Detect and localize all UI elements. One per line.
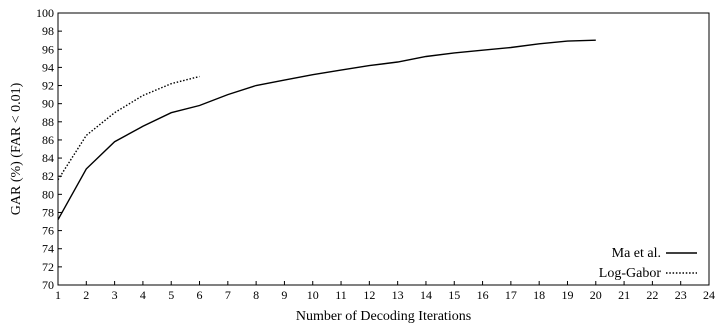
x-tick-label: 24 <box>703 288 715 302</box>
y-tick-label: 84 <box>42 151 54 165</box>
x-tick-label: 16 <box>477 288 489 302</box>
x-tick-label: 15 <box>448 288 460 302</box>
y-tick-label: 96 <box>42 42 54 56</box>
y-tick-label: 78 <box>42 205 54 219</box>
x-tick-label: 17 <box>505 288 517 302</box>
y-tick-label: 76 <box>42 224 54 238</box>
y-tick-label: 94 <box>42 60 54 74</box>
legend: Ma et al. Log-Gabor <box>599 246 697 281</box>
y-tick-label: 80 <box>42 187 54 201</box>
x-tick-label: 22 <box>646 288 658 302</box>
y-axis: 70 72 74 76 78 80 82 84 86 88 90 92 94 96 98 100 <box>36 6 62 292</box>
y-tick-label: 90 <box>42 97 54 111</box>
x-tick-label: 19 <box>561 288 573 302</box>
y-tick-label: 88 <box>42 115 54 129</box>
legend-label: Log-Gabor <box>599 266 662 281</box>
y-tick-label: 74 <box>42 242 54 256</box>
series-line-1 <box>57 75 200 181</box>
series-line-0 <box>57 39 596 221</box>
legend-label: Ma et al. <box>612 246 661 261</box>
x-tick-label: 6 <box>197 288 203 302</box>
x-tick-label: 11 <box>335 288 347 302</box>
x-tick-label: 3 <box>112 288 118 302</box>
x-tick-label: 10 <box>307 288 319 302</box>
x-tick-label: 14 <box>420 288 432 302</box>
x-tick-label: 1 <box>55 288 61 302</box>
x-tick-label: 23 <box>675 288 687 302</box>
x-tick-label: 21 <box>618 288 630 302</box>
y-axis-title: GAR (%) (FAR < 0.01) <box>9 82 24 215</box>
plot-area <box>57 12 710 286</box>
x-tick-label: 5 <box>168 288 174 302</box>
y-tick-label: 92 <box>42 79 54 93</box>
x-tick-label: 8 <box>253 288 259 302</box>
x-axis-title: Number of Decoding Iterations <box>296 309 471 324</box>
y-tick-label: 86 <box>42 133 54 147</box>
x-tick-label: 18 <box>533 288 545 302</box>
y-tick-label: 82 <box>42 169 54 183</box>
x-tick-label: 20 <box>590 288 602 302</box>
x-tick-label: 12 <box>363 288 375 302</box>
x-axis: 1 2 3 4 5 6 7 8 9 10 11 12 13 14 15 16 17 18 19 20 21 22 23 24 <box>55 281 715 302</box>
x-tick-label: 7 <box>225 288 231 302</box>
x-tick-label: 13 <box>392 288 404 302</box>
y-tick-label: 72 <box>42 260 54 274</box>
series-layer <box>57 39 596 221</box>
y-tick-label: 70 <box>42 278 54 292</box>
y-tick-label: 98 <box>42 24 54 38</box>
x-tick-label: 4 <box>140 288 146 302</box>
x-tick-label: 9 <box>281 288 287 302</box>
y-tick-label: 100 <box>36 6 54 20</box>
plot-frame <box>57 12 710 286</box>
x-tick-label: 2 <box>83 288 89 302</box>
